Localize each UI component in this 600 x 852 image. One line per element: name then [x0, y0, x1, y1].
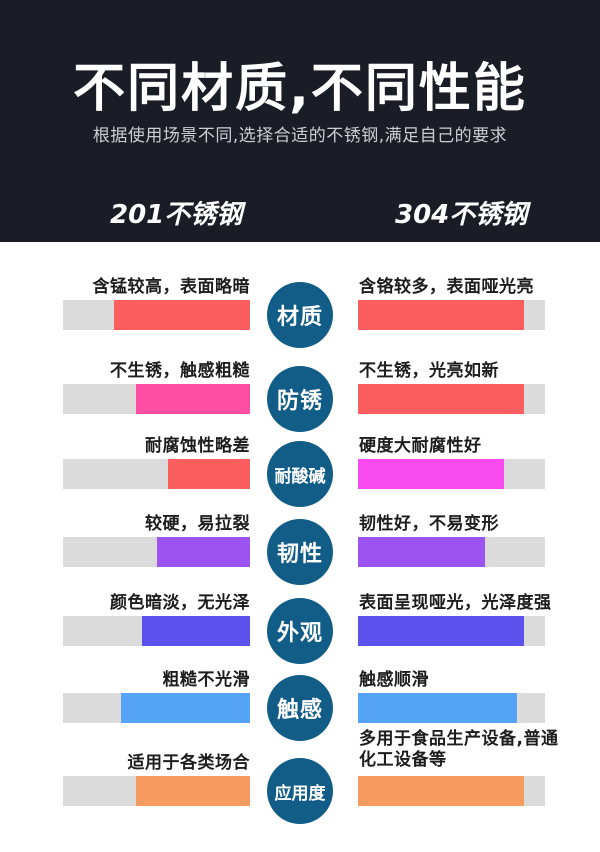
- comparison-row-material: 含锰较高，表面略暗 含铬较多，表面哑光亮 材质: [0, 274, 600, 348]
- left-bar-track: [63, 384, 250, 414]
- left-bar-track: [63, 537, 250, 567]
- left-bar-fill: [156, 537, 250, 567]
- right-bar-fill: [358, 459, 504, 489]
- right-bar-fill: [358, 616, 525, 646]
- category-badge-acid-alkali: 耐酸碱: [267, 441, 333, 507]
- left-description: 含锰较高，表面略暗: [92, 277, 250, 297]
- page-title: 不同材质,不同性能: [73, 59, 527, 119]
- right-description: 硬度大耐腐性好: [359, 436, 482, 456]
- right-description: 多用于食品生产设备,普通化工设备等: [359, 729, 559, 770]
- comparison-row-touch: 粗糙不光滑 触感顺滑 触感: [0, 667, 600, 741]
- comparison-row-toughness: 较硬，易拉裂 韧性好，不易变形 韧性: [0, 511, 600, 585]
- category-badge-toughness: 韧性: [267, 519, 333, 585]
- left-bar-fill: [135, 776, 250, 806]
- page-subtitle: 根据使用场景不同,选择合适的不锈钢,满足自己的要求: [92, 126, 508, 146]
- left-description: 粗糙不光滑: [162, 670, 250, 690]
- category-badge-rustproof: 防锈: [267, 366, 333, 432]
- right-bar-track: [358, 300, 545, 330]
- right-bar-fill: [358, 776, 525, 806]
- right-bar-track: [358, 459, 545, 489]
- right-bar-track: [358, 776, 545, 806]
- comparison-row-application: 适用于各类场合 多用于食品生产设备,普通化工设备等 应用度: [0, 729, 600, 824]
- right-bar-fill: [358, 693, 517, 723]
- column-label-304: 304不锈钢: [395, 200, 528, 230]
- left-description: 较硬，易拉裂: [145, 514, 250, 534]
- right-bar-track: [358, 616, 545, 646]
- left-bar-fill: [120, 693, 250, 723]
- right-bar-fill: [358, 537, 486, 567]
- header-banner: 不同材质,不同性能 根据使用场景不同,选择合适的不锈钢,满足自己的要求 201不…: [0, 0, 600, 242]
- comparison-row-acid-alkali: 耐腐蚀性略差 硬度大耐腐性好 耐酸碱: [0, 433, 600, 507]
- right-description: 含铬较多，表面哑光亮: [359, 277, 534, 297]
- column-label-201: 201不锈钢: [110, 200, 243, 230]
- left-bar-fill: [113, 300, 250, 330]
- right-description: 表面呈现哑光，光泽度强: [359, 593, 552, 613]
- left-description: 不生锈，触感粗糙: [110, 361, 250, 381]
- comparison-row-rustproof: 不生锈，触感粗糙 不生锈，光亮如新 防锈: [0, 358, 600, 432]
- left-bar-track: [63, 776, 250, 806]
- left-bar-fill: [167, 459, 250, 489]
- category-badge-appearance: 外观: [267, 598, 333, 664]
- comparison-row-appearance: 颜色暗淡，无光泽 表面呈现哑光，光泽度强 外观: [0, 590, 600, 664]
- left-bar-fill: [141, 616, 250, 646]
- right-bar-track: [358, 693, 545, 723]
- category-badge-material: 材质: [267, 282, 333, 348]
- right-bar-track: [358, 537, 545, 567]
- left-description: 耐腐蚀性略差: [145, 436, 250, 456]
- left-bar-track: [63, 459, 250, 489]
- right-description: 触感顺滑: [359, 670, 429, 690]
- left-description: 颜色暗淡，无光泽: [110, 593, 250, 613]
- left-description: 适用于各类场合: [127, 753, 250, 773]
- left-bar-track: [63, 693, 250, 723]
- category-badge-application: 应用度: [267, 758, 333, 824]
- left-bar-track: [63, 300, 250, 330]
- left-bar-track: [63, 616, 250, 646]
- right-description: 不生锈，光亮如新: [359, 361, 499, 381]
- left-bar-fill: [135, 384, 250, 414]
- right-description: 韧性好，不易变形: [359, 514, 499, 534]
- right-bar-track: [358, 384, 545, 414]
- right-bar-fill: [358, 300, 525, 330]
- right-bar-fill: [358, 384, 525, 414]
- category-badge-touch: 触感: [267, 675, 333, 741]
